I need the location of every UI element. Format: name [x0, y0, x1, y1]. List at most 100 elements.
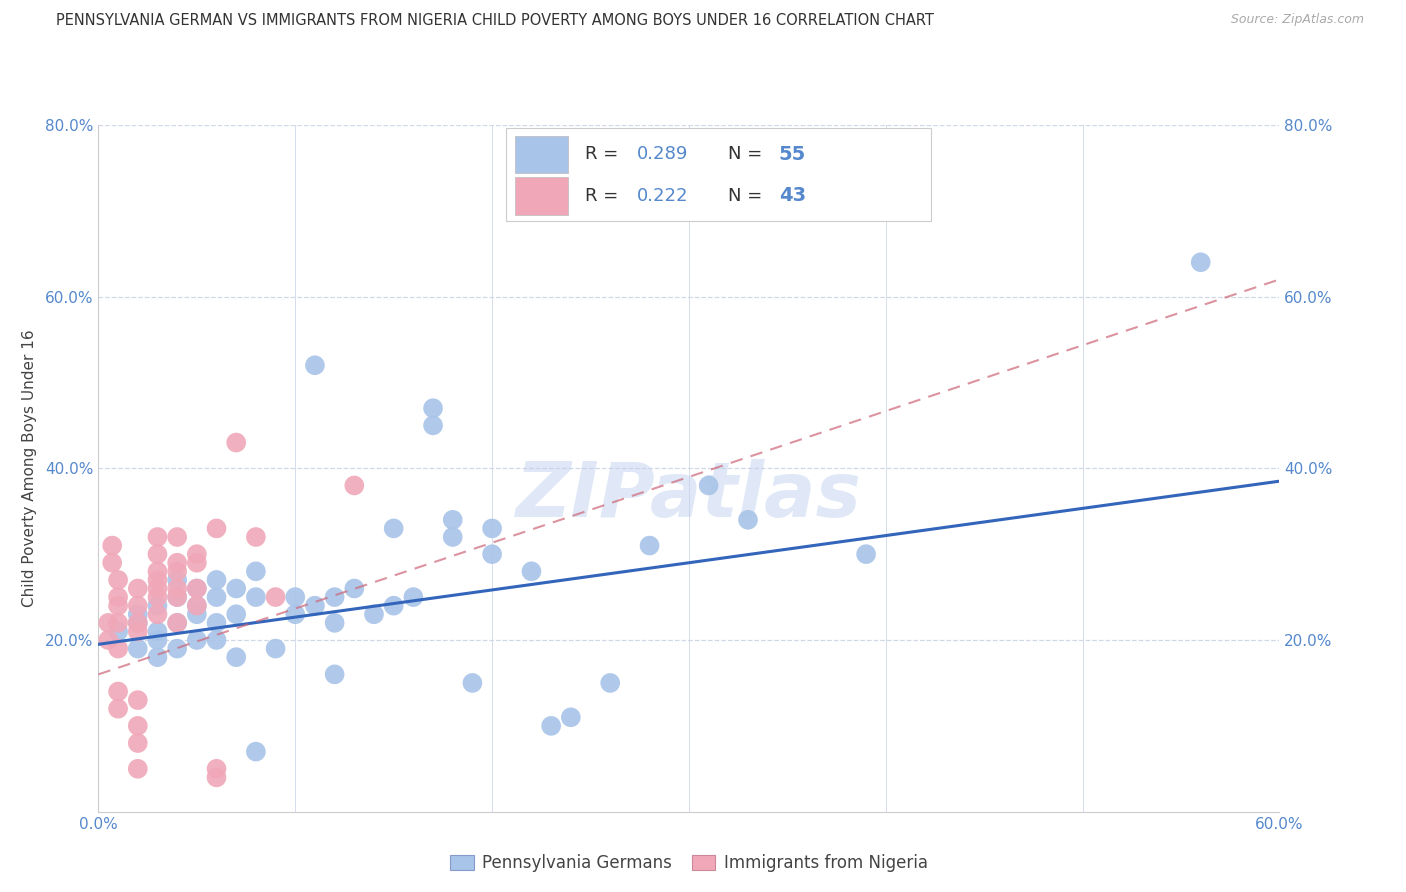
Point — [107, 590, 129, 604]
Point — [127, 624, 149, 639]
Point — [166, 641, 188, 656]
Point — [146, 564, 169, 578]
Point — [146, 590, 169, 604]
Point — [107, 701, 129, 715]
FancyBboxPatch shape — [516, 177, 568, 214]
Point — [697, 478, 720, 492]
Point — [737, 513, 759, 527]
Point — [205, 615, 228, 630]
Point — [304, 358, 326, 373]
Point — [166, 615, 188, 630]
Point — [127, 615, 149, 630]
Point — [146, 582, 169, 596]
Legend: Pennsylvania Germans, Immigrants from Nigeria: Pennsylvania Germans, Immigrants from Ni… — [444, 847, 934, 879]
Point — [127, 762, 149, 776]
Point — [402, 590, 425, 604]
Point — [245, 564, 267, 578]
FancyBboxPatch shape — [506, 128, 931, 221]
Point — [186, 582, 208, 596]
Point — [343, 582, 366, 596]
Point — [107, 684, 129, 698]
Point — [166, 615, 188, 630]
Point — [323, 615, 346, 630]
Point — [127, 693, 149, 707]
Point — [205, 521, 228, 535]
Text: R =: R = — [585, 186, 624, 204]
Point — [146, 607, 169, 622]
Point — [382, 521, 405, 535]
Text: N =: N = — [728, 145, 768, 163]
Text: 0.222: 0.222 — [637, 186, 689, 204]
Point — [855, 547, 877, 561]
Point — [146, 599, 169, 613]
Point — [599, 676, 621, 690]
Text: ZIPatlas: ZIPatlas — [516, 458, 862, 533]
Point — [382, 599, 405, 613]
Point — [166, 564, 188, 578]
Point — [127, 599, 149, 613]
Point — [166, 530, 188, 544]
Point — [264, 590, 287, 604]
Point — [323, 590, 346, 604]
Point — [107, 615, 129, 630]
Point — [127, 736, 149, 750]
Point — [186, 582, 208, 596]
Point — [146, 624, 169, 639]
Text: R =: R = — [585, 145, 624, 163]
Point — [520, 564, 543, 578]
Point — [186, 547, 208, 561]
Point — [127, 719, 149, 733]
Point — [127, 582, 149, 596]
Point — [1189, 255, 1212, 269]
Point — [127, 641, 149, 656]
Point — [225, 435, 247, 450]
Text: N =: N = — [728, 186, 768, 204]
Point — [127, 615, 149, 630]
Point — [560, 710, 582, 724]
Point — [540, 719, 562, 733]
Point — [107, 599, 129, 613]
Point — [166, 582, 188, 596]
Text: Source: ZipAtlas.com: Source: ZipAtlas.com — [1230, 13, 1364, 27]
Point — [107, 624, 129, 639]
Point — [146, 650, 169, 665]
Point — [186, 607, 208, 622]
Point — [225, 582, 247, 596]
Point — [107, 641, 129, 656]
Point — [205, 770, 228, 785]
Point — [97, 615, 120, 630]
Point — [166, 590, 188, 604]
Point — [97, 633, 120, 648]
Point — [441, 513, 464, 527]
Point — [101, 556, 124, 570]
Point — [245, 590, 267, 604]
Point — [225, 607, 247, 622]
Point — [166, 590, 188, 604]
Point — [481, 521, 503, 535]
Point — [127, 607, 149, 622]
Point — [166, 573, 188, 587]
Point — [441, 530, 464, 544]
Point — [107, 573, 129, 587]
Point — [422, 418, 444, 433]
Point — [146, 530, 169, 544]
Point — [205, 762, 228, 776]
Point — [101, 539, 124, 553]
Point — [205, 573, 228, 587]
FancyBboxPatch shape — [516, 136, 568, 173]
Point — [461, 676, 484, 690]
Point — [284, 590, 307, 604]
Point — [422, 401, 444, 416]
Point — [146, 573, 169, 587]
Point — [481, 547, 503, 561]
Point — [205, 590, 228, 604]
Point — [245, 530, 267, 544]
Text: PENNSYLVANIA GERMAN VS IMMIGRANTS FROM NIGERIA CHILD POVERTY AMONG BOYS UNDER 16: PENNSYLVANIA GERMAN VS IMMIGRANTS FROM N… — [56, 13, 934, 29]
Point — [304, 599, 326, 613]
Point — [638, 539, 661, 553]
Point — [363, 607, 385, 622]
Point — [186, 599, 208, 613]
Point — [284, 607, 307, 622]
Point — [323, 667, 346, 681]
Point — [245, 745, 267, 759]
